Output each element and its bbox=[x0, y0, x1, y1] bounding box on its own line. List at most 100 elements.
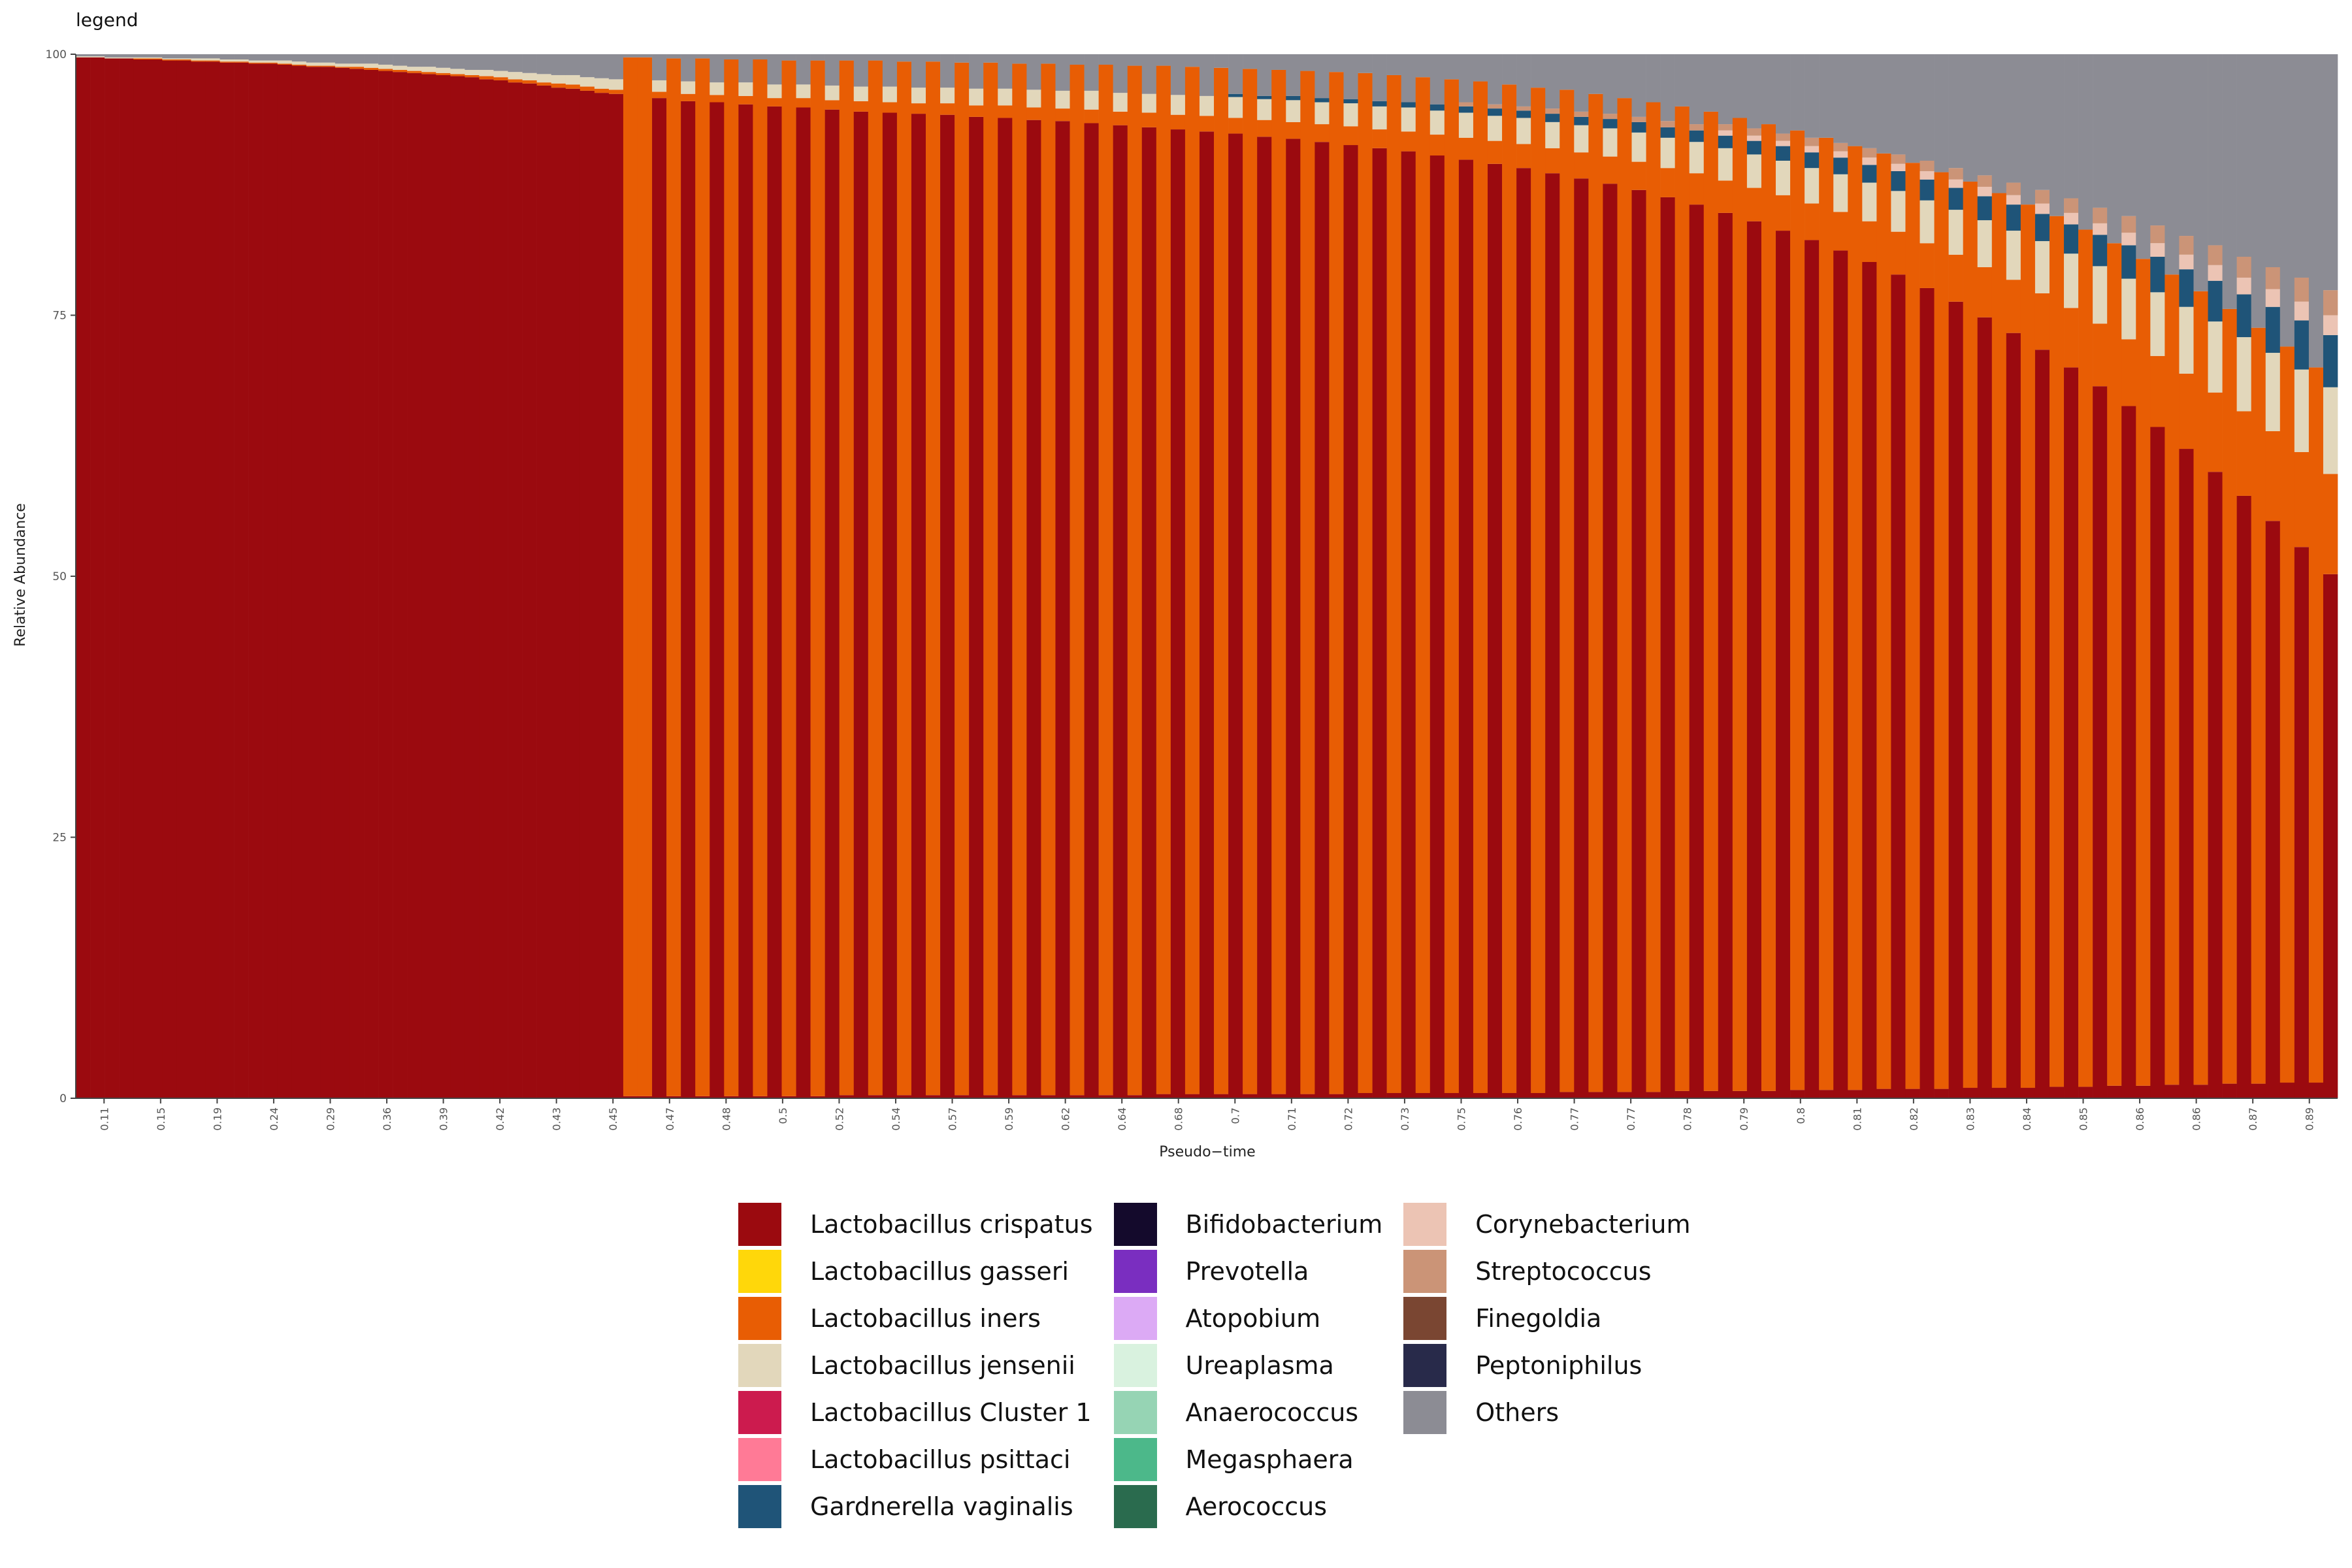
legend-label: Corynebacterium bbox=[1475, 1210, 1691, 1239]
bar-segment-lactobacillus-iners bbox=[1170, 114, 1186, 130]
bar-segment-lactobacillus-iners bbox=[248, 62, 263, 64]
bar-segment-others bbox=[1963, 54, 1978, 182]
bar-segment-streptococcus bbox=[2034, 189, 2050, 204]
bar-segment-lactobacillus-crispatus bbox=[335, 67, 350, 1098]
bar-segment-others bbox=[2294, 54, 2310, 278]
bar-segment-streptococcus bbox=[1574, 111, 1589, 117]
stacked-bar bbox=[335, 54, 350, 1098]
bar-segment-gardnerella-vaginalis bbox=[1257, 95, 1272, 99]
bar-segment-corynebacterium bbox=[1862, 157, 1877, 165]
bar-segment-lactobacillus-iners bbox=[565, 84, 581, 89]
chart-legend: Lactobacillus crispatus Lactobacillus gas… bbox=[738, 1201, 1691, 1530]
bar-segment-lactobacillus-crispatus bbox=[1674, 1090, 1690, 1098]
legend-swatch bbox=[1113, 1250, 1157, 1293]
bar-segment-lactobacillus-crispatus bbox=[608, 93, 624, 1098]
bar-segment-others bbox=[1372, 54, 1387, 101]
bar-segment-lactobacillus-jensenii bbox=[148, 57, 163, 59]
legend-swatch bbox=[738, 1203, 781, 1246]
bar-segment-lactobacillus-crispatus bbox=[2020, 1088, 2036, 1098]
bar-segment-others bbox=[1919, 54, 1935, 161]
bar-segment-others bbox=[1199, 54, 1215, 96]
stacked-bar bbox=[1156, 54, 1171, 1098]
bar-segment-lactobacillus-jensenii bbox=[2150, 292, 2165, 356]
bar-segment-lactobacillus-iners bbox=[1574, 152, 1589, 179]
x-tick-label: 0.57 bbox=[947, 1107, 959, 1131]
bar-segment-lactobacillus-iners bbox=[1055, 108, 1070, 122]
bar-segment-others bbox=[825, 54, 840, 86]
bar-segment-lactobacillus-iners bbox=[1646, 102, 1661, 1092]
bar-segment-others bbox=[1271, 54, 1286, 70]
stacked-bar bbox=[191, 54, 206, 1098]
bar-segment-lactobacillus-crispatus bbox=[868, 1095, 883, 1098]
bar-segment-lactobacillus-iners bbox=[969, 105, 984, 117]
bar-segment-lactobacillus-jensenii bbox=[1574, 125, 1589, 153]
bar-segment-gardnerella-vaginalis bbox=[1574, 116, 1589, 125]
bar-segment-lactobacillus-crispatus bbox=[637, 1096, 653, 1098]
legend-swatch bbox=[738, 1344, 781, 1387]
stacked-bar bbox=[1386, 54, 1401, 1098]
x-tick-label: 0.45 bbox=[607, 1107, 619, 1131]
bar-segment-others bbox=[493, 54, 508, 71]
bar-segment-lactobacillus-iners bbox=[536, 82, 551, 86]
bar-segment-lactobacillus-crispatus bbox=[594, 93, 610, 1099]
bar-segment-lactobacillus-crispatus bbox=[1271, 1094, 1286, 1098]
bar-segment-lactobacillus-jensenii bbox=[306, 62, 321, 66]
bar-segment-lactobacillus-crispatus bbox=[133, 59, 148, 1099]
bar-segment-lactobacillus-iners bbox=[2121, 339, 2136, 406]
bar-segment-lactobacillus-iners bbox=[436, 73, 451, 75]
x-tick-label: 0.68 bbox=[1173, 1107, 1185, 1131]
bar-segment-lactobacillus-iners bbox=[1329, 72, 1344, 1094]
bar-segment-lactobacillus-iners bbox=[2034, 293, 2050, 350]
bar-segment-others bbox=[1991, 54, 2007, 193]
legend-item: Streptococcus bbox=[1403, 1248, 1690, 1295]
stacked-bar bbox=[2236, 54, 2251, 1098]
bar-segment-lactobacillus-jensenii bbox=[450, 69, 465, 74]
stacked-bar bbox=[1660, 54, 1675, 1098]
bar-segment-lactobacillus-crispatus bbox=[508, 82, 523, 1098]
bar-segment-others bbox=[926, 54, 941, 62]
bar-segment-others bbox=[1531, 54, 1546, 88]
bar-segment-lactobacillus-crispatus bbox=[1243, 1094, 1258, 1098]
bar-segment-lactobacillus-crispatus bbox=[652, 98, 667, 1099]
bar-segment-others bbox=[565, 54, 581, 75]
legend-swatch bbox=[738, 1485, 781, 1528]
stacked-bar bbox=[76, 54, 91, 1099]
bar-segment-lactobacillus-crispatus bbox=[1876, 1088, 1891, 1098]
bar-segment-lactobacillus-iners bbox=[1286, 122, 1301, 139]
stacked-bar bbox=[724, 54, 739, 1098]
bar-segment-others bbox=[522, 54, 537, 73]
bar-segment-lactobacillus-jensenii bbox=[1026, 90, 1041, 108]
stacked-bar bbox=[911, 54, 926, 1099]
bar-segment-streptococcus bbox=[1516, 106, 1531, 111]
bar-segment-lactobacillus-iners bbox=[1963, 181, 1978, 1088]
bar-segment-others bbox=[753, 54, 768, 59]
legend-item: Lactobacillus gasseri bbox=[738, 1248, 1093, 1295]
bar-segment-lactobacillus-crispatus bbox=[1703, 1090, 1719, 1098]
bar-segment-lactobacillus-jensenii bbox=[1199, 95, 1215, 116]
stacked-bar bbox=[1674, 54, 1690, 1098]
x-tick-label: 0.52 bbox=[833, 1107, 845, 1131]
bar-segment-lactobacillus-iners bbox=[1560, 90, 1575, 1092]
bar-segment-gardnerella-vaginalis bbox=[1862, 165, 1877, 183]
bar-segment-lactobacillus-crispatus bbox=[349, 69, 365, 1099]
stacked-bar bbox=[2121, 54, 2136, 1098]
bar-segment-lactobacillus-crispatus bbox=[220, 62, 235, 1099]
bar-segment-gardnerella-vaginalis bbox=[1372, 101, 1387, 106]
stacked-bar bbox=[1991, 54, 2007, 1098]
legend-label: Anaerococcus bbox=[1185, 1398, 1359, 1427]
bar-segment-lactobacillus-crispatus bbox=[436, 74, 451, 1099]
bar-segment-gardnerella-vaginalis bbox=[2208, 280, 2223, 322]
bar-segment-others bbox=[1805, 54, 1820, 138]
x-tick-label: 0.62 bbox=[1060, 1107, 1072, 1131]
bar-segment-gardnerella-vaginalis bbox=[1343, 99, 1358, 104]
bar-segment-others bbox=[1732, 54, 1748, 118]
bar-segment-lactobacillus-crispatus bbox=[291, 65, 307, 1098]
x-axis-title: Pseudo−time bbox=[1159, 1144, 1255, 1160]
bar-segment-others bbox=[1214, 54, 1229, 68]
stacked-bar bbox=[955, 54, 970, 1098]
bar-segment-lactobacillus-jensenii bbox=[1170, 95, 1186, 115]
legend-column: Lactobacillus crispatus Lactobacillus gas… bbox=[738, 1201, 1093, 1530]
bar-segment-lactobacillus-crispatus bbox=[2251, 1083, 2266, 1098]
bar-segment-lactobacillus-iners bbox=[1113, 111, 1128, 125]
stacked-bar bbox=[2107, 54, 2122, 1098]
